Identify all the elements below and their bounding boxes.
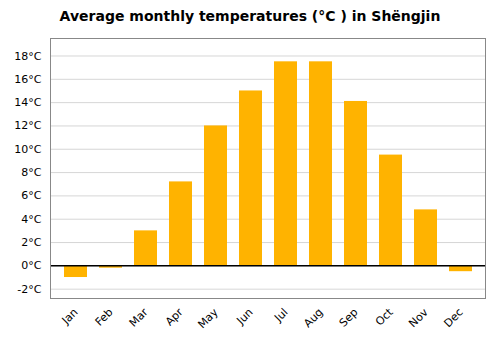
html-text:Average monthly temperatures (: Average monthly temperatures (°C ) in Sh… [59, 8, 441, 24]
svg-text:10°C: 10°C [14, 143, 41, 156]
svg-text:Apr: Apr [163, 305, 186, 328]
svg-text:2°C: 2°C [21, 236, 41, 249]
svg-text:Nov: Nov [406, 305, 431, 330]
svg-text:18°C: 18°C [14, 50, 41, 63]
svg-text:8°C: 8°C [21, 166, 41, 179]
svg-text:16°C: 16°C [14, 73, 41, 86]
svg-text:6°C: 6°C [21, 189, 41, 202]
svg-text:Oct: Oct [373, 305, 396, 328]
svg-text:Jan: Jan [59, 306, 81, 328]
svg-text:Dec: Dec [441, 306, 465, 330]
svg-text:Feb: Feb [93, 306, 116, 329]
svg-text:4°C: 4°C [21, 213, 41, 226]
svg-text:Aug: Aug [301, 306, 325, 330]
svg-text:12°C: 12°C [14, 119, 41, 132]
svg-text:0°C: 0°C [21, 259, 41, 272]
svg-text:Jun: Jun [234, 306, 256, 328]
svg-text:-2°C: -2°C [17, 283, 41, 296]
svg-text:Mar: Mar [127, 305, 151, 329]
svg-text:Sep: Sep [337, 306, 361, 330]
svg-text:May: May [195, 305, 221, 331]
svg-text:Jul: Jul [271, 306, 290, 325]
svg-text:14°C: 14°C [14, 96, 41, 109]
